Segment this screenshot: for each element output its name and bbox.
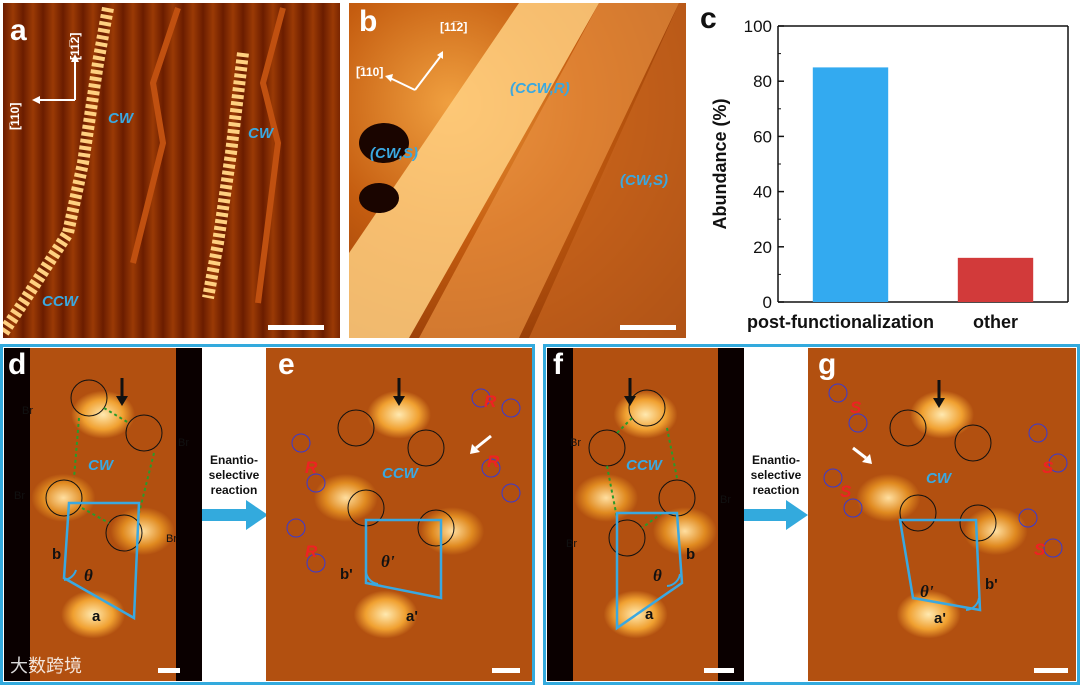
watermark-logo: 大数跨境	[10, 656, 82, 676]
ccw-r-label-b: (CCW,R)	[510, 80, 570, 97]
r-label-e-3: R	[487, 452, 500, 471]
scale-bar-e	[492, 668, 520, 673]
cw-label-a-2: CW	[248, 125, 273, 142]
panel-label-c: c	[700, 2, 717, 35]
br-label-f-3: Br	[566, 538, 577, 550]
panel-label-f: f	[553, 348, 563, 381]
frame-right	[543, 344, 1080, 685]
direction-label-b-2: [̅110]	[356, 65, 384, 79]
scale-bar-a	[268, 325, 324, 330]
stm-image-b	[349, 3, 686, 338]
stm-image-a	[3, 3, 340, 338]
stm-a-features	[3, 6, 286, 337]
enantio-label-left: Enantio-selective reaction	[208, 453, 260, 497]
scale-bar-f	[704, 668, 734, 673]
x-tick-label: other	[973, 312, 1018, 332]
direction-label-b-1: [11̅2]	[440, 20, 468, 34]
direction-label-a-2: [̅110]	[8, 102, 22, 130]
theta-label-f: θ	[653, 566, 662, 585]
reaction-arrow-left	[202, 500, 268, 530]
theta-label-d: θ	[84, 566, 93, 585]
panel-label-g: g	[818, 348, 837, 381]
y-tick-label: 60	[753, 127, 772, 146]
ccw-label-f: CCW	[626, 457, 662, 474]
y-tick-label: 20	[753, 238, 772, 257]
y-tick-label: 80	[753, 72, 772, 91]
molecule-overlay-g	[823, 380, 1068, 612]
lattice-a-label-e: a'	[406, 608, 418, 625]
stm-b-features	[349, 3, 686, 338]
cw-label-a-1: CW	[108, 110, 133, 127]
cw-s-label-b-1: (CW,S)	[370, 145, 419, 162]
direction-arrows-b	[385, 51, 443, 91]
s-label-g-2: S	[1042, 458, 1054, 477]
y-axis-label: Abundance (%)	[710, 98, 730, 229]
br-label-d-4: Br	[166, 533, 177, 545]
cw-label-d: CW	[88, 457, 113, 474]
scale-bar-d	[158, 668, 180, 673]
reaction-arrow-right	[744, 500, 808, 530]
y-tick-label: 0	[763, 293, 772, 312]
lattice-b-label-g: b'	[985, 576, 998, 593]
r-label-e-1: R	[484, 392, 497, 411]
s-label-g-1: S	[850, 398, 862, 417]
stm-image-f	[547, 348, 744, 681]
br-label-d-2: Br	[178, 437, 189, 449]
br-label-d-3: Br	[14, 490, 25, 502]
stm-image-d	[4, 348, 202, 681]
chart-c: 0 20 40 60 80 100 Abundance (%) post-functional…	[710, 17, 1069, 332]
x-tick-label: post-functionalization	[747, 312, 934, 332]
molecule-overlay-f	[588, 378, 696, 631]
y-tick-label: 100	[744, 17, 772, 36]
panel-label-e: e	[278, 348, 295, 381]
theta-label-e: θ'	[381, 552, 395, 571]
ccw-label-a: CCW	[42, 293, 78, 310]
r-label-e-4: R	[305, 542, 318, 561]
bar-1	[957, 257, 1034, 302]
scale-bar-b	[620, 325, 676, 330]
molecule-overlay-e	[286, 378, 521, 600]
lattice-b-label-e: b'	[340, 566, 353, 583]
stm-image-g	[808, 348, 1076, 681]
s-label-g-3: S	[840, 482, 852, 501]
theta-label-g: θ'	[920, 582, 934, 601]
br-label-f-1: Br	[570, 437, 581, 449]
r-label-e-2: R	[305, 458, 318, 477]
lattice-b-label-f: b	[686, 546, 696, 563]
ccw-label-e: CCW	[382, 465, 418, 482]
cw-s-label-b-2: (CW,S)	[620, 172, 669, 189]
cw-label-g: CW	[926, 470, 951, 487]
lattice-a-label-f: a	[645, 606, 654, 623]
y-tick-label: 40	[753, 183, 772, 202]
bar-0	[812, 67, 889, 303]
frame-left	[0, 344, 535, 685]
enantio-label-right: Enantio-selective reaction	[750, 453, 802, 497]
lattice-b-label-d: b	[52, 546, 62, 563]
direction-arrows-a	[32, 54, 79, 104]
panel-label-b: b	[359, 5, 378, 38]
br-label-f-2: Br	[720, 494, 731, 506]
s-label-g-4: S	[1034, 540, 1046, 559]
lattice-a-label-g: a'	[934, 610, 946, 627]
molecule-overlay-d	[45, 378, 163, 621]
scale-bar-g	[1034, 668, 1068, 673]
panel-label-a: a	[10, 14, 27, 47]
panel-label-d: d	[8, 348, 27, 381]
br-label-d-1: Br	[22, 405, 33, 417]
lattice-a-label-d: a	[92, 608, 101, 625]
